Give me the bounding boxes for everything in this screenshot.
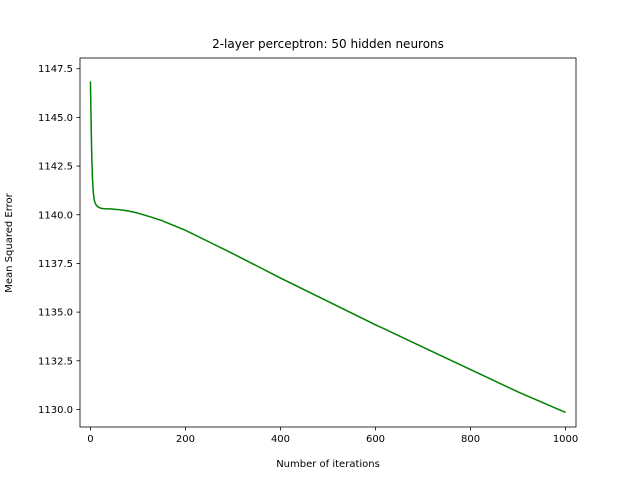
- plot-frame: [79, 57, 577, 428]
- x-tick-label: 400: [271, 434, 290, 445]
- x-tick-label: 0: [87, 434, 93, 445]
- y-tick-label: 1147.5: [38, 64, 73, 75]
- x-tick-label: 800: [461, 434, 480, 445]
- y-tick-label: 1145.0: [38, 113, 73, 124]
- series-line-0: [89, 81, 566, 414]
- y-tick-label: 1135.0: [38, 308, 73, 319]
- y-tick-label: 1142.5: [38, 162, 73, 173]
- chart-title: 2-layer perceptron: 50 hidden neurons: [212, 37, 444, 51]
- x-tick-label: 600: [366, 434, 385, 445]
- y-tick-label: 1140.0: [38, 210, 73, 221]
- y-tick-label: 1132.5: [38, 356, 73, 367]
- plot-area: 0 200 400 600 800 1000 1130.0 1132.5 1135.0 1137.…: [38, 57, 578, 445]
- y-tick-label: 1137.5: [38, 259, 73, 270]
- y-axis-title: Mean Squared Error: [4, 192, 15, 292]
- y-tick-label: 1130.0: [38, 405, 73, 416]
- x-tick-label: 200: [176, 434, 195, 445]
- x-axis-title: Number of iterations: [276, 459, 380, 470]
- x-tick-label: 1000: [553, 434, 578, 445]
